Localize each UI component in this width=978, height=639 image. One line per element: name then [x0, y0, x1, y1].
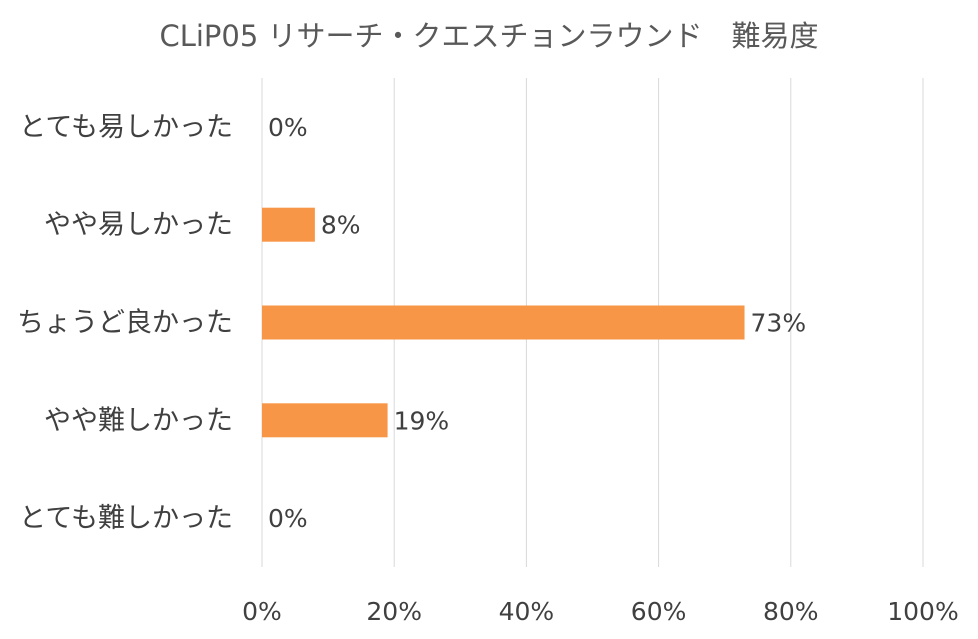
- x-tick-label: 20%: [366, 597, 422, 626]
- x-tick-label: 100%: [887, 597, 958, 626]
- data-labels: 0% 8% 73% 19% 0%: [268, 113, 806, 533]
- x-tick-label: 0%: [242, 597, 282, 626]
- category-label: やや易しかった: [44, 210, 233, 241]
- category-label: とても難しかった: [19, 503, 233, 534]
- category-label: ちょうど良かった: [17, 308, 233, 339]
- data-label: 0%: [268, 504, 308, 533]
- bars: [262, 207, 745, 438]
- bar: [262, 403, 388, 438]
- data-label: 8%: [321, 211, 361, 240]
- x-tick-label: 60%: [631, 597, 687, 626]
- x-tick-label: 40%: [499, 597, 555, 626]
- category-label: やや難しかった: [44, 405, 233, 436]
- data-label: 0%: [268, 113, 308, 142]
- x-tick-label: 80%: [763, 597, 819, 626]
- category-label: とても易しかった: [19, 112, 233, 143]
- data-label: 19%: [394, 406, 450, 435]
- x-tick-labels: 0% 20% 40% 60% 80% 100%: [242, 597, 959, 626]
- data-label: 73%: [751, 309, 807, 338]
- chart-title: CLiP05 リサーチ・クエスチョンラウンド 難易度: [159, 19, 818, 53]
- bar: [262, 207, 315, 242]
- bar: [262, 305, 745, 340]
